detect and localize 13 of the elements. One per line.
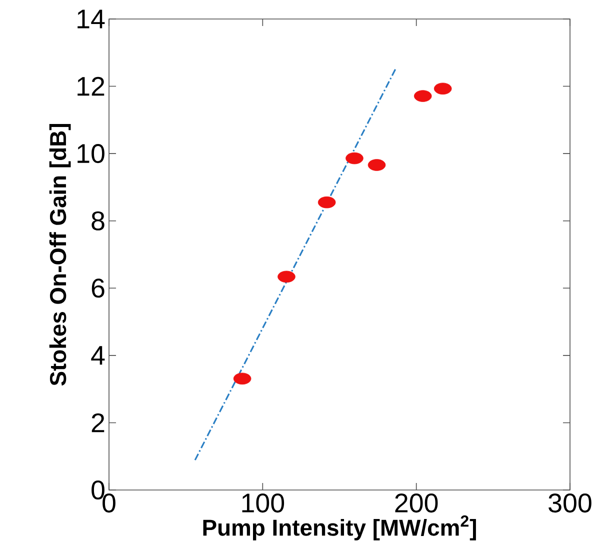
y-tick-label: 12 bbox=[78, 76, 104, 96]
y-tick-label: 6 bbox=[92, 278, 104, 298]
y-axis-title: Stokes On-Off Gain [dB] bbox=[49, 124, 71, 386]
y-tick-label: 2 bbox=[92, 413, 104, 432]
x-tick-label: 100 bbox=[242, 494, 284, 513]
y-tick-label: 14 bbox=[78, 10, 105, 28]
y-tick-label: 0 bbox=[92, 480, 104, 500]
y-tick-label: 4 bbox=[91, 346, 105, 365]
y-tick-label: 8 bbox=[92, 211, 104, 230]
y-tick-label: 10 bbox=[78, 144, 104, 164]
x-tick-label: 200 bbox=[395, 494, 438, 513]
x-axis-title: Pump Intensity [MW/cm$^{2}$] bbox=[203, 515, 476, 540]
x-tick-label: 300 bbox=[548, 494, 592, 513]
